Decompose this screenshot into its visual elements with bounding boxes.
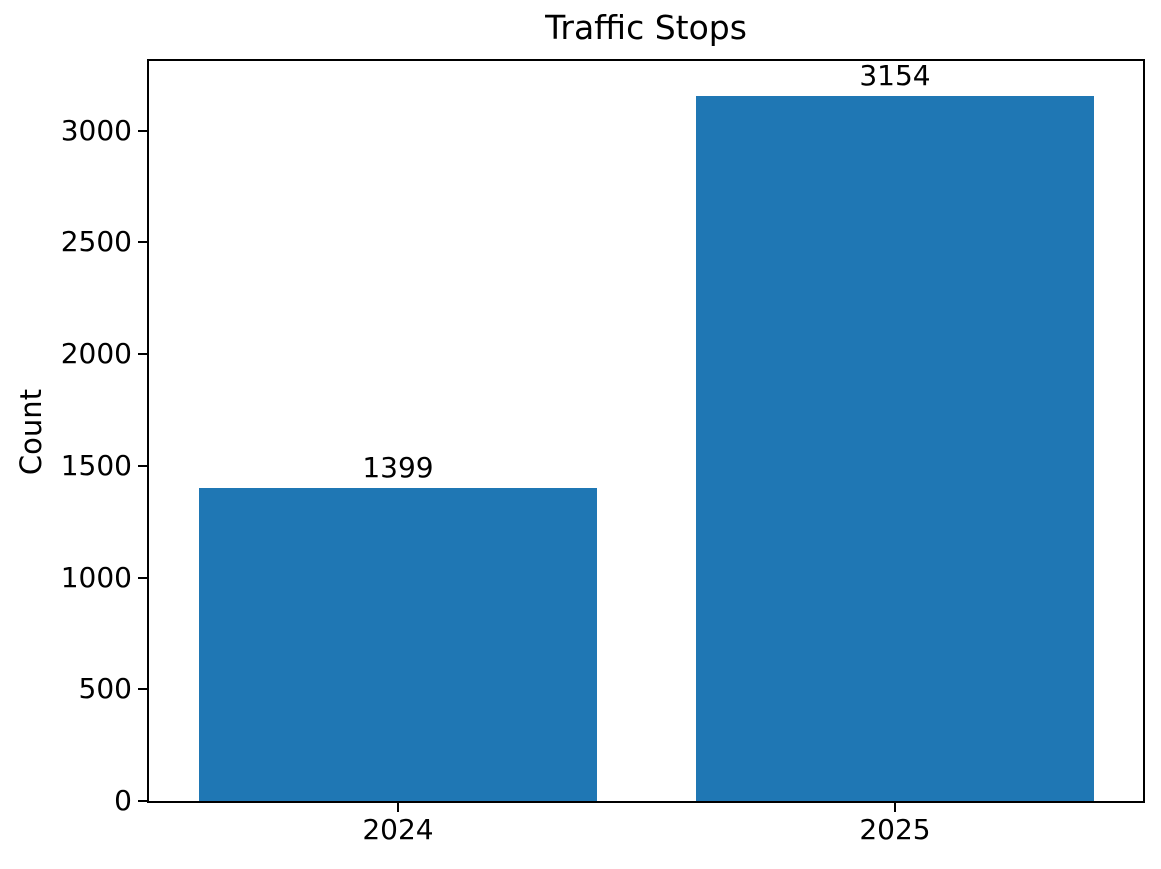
y-tick-mark — [138, 130, 147, 132]
plot-area — [147, 59, 1145, 803]
x-tick-label: 2024 — [362, 813, 434, 846]
y-tick-label: 2500 — [60, 225, 132, 258]
x-tick-mark — [397, 803, 399, 812]
y-tick-mark — [138, 577, 147, 579]
y-tick-mark — [138, 353, 147, 355]
bar-value-label: 1399 — [362, 451, 434, 484]
x-tick-mark — [894, 803, 896, 812]
y-tick-label: 0 — [114, 784, 132, 817]
chart-title: Traffic Stops — [545, 8, 747, 47]
y-tick-label: 2000 — [60, 337, 132, 370]
bar-2024 — [199, 488, 597, 801]
y-tick-label: 1500 — [60, 449, 132, 482]
y-tick-label: 3000 — [60, 114, 132, 147]
y-tick-label: 500 — [78, 672, 132, 705]
bars-layer — [149, 61, 1143, 801]
y-tick-mark — [138, 688, 147, 690]
y-tick-label: 1000 — [60, 561, 132, 594]
bar-2025 — [696, 96, 1094, 801]
x-tick-label: 2025 — [859, 813, 931, 846]
y-tick-mark — [138, 241, 147, 243]
bar-value-label: 3154 — [859, 59, 931, 92]
y-tick-mark — [138, 800, 147, 802]
y-tick-mark — [138, 465, 147, 467]
